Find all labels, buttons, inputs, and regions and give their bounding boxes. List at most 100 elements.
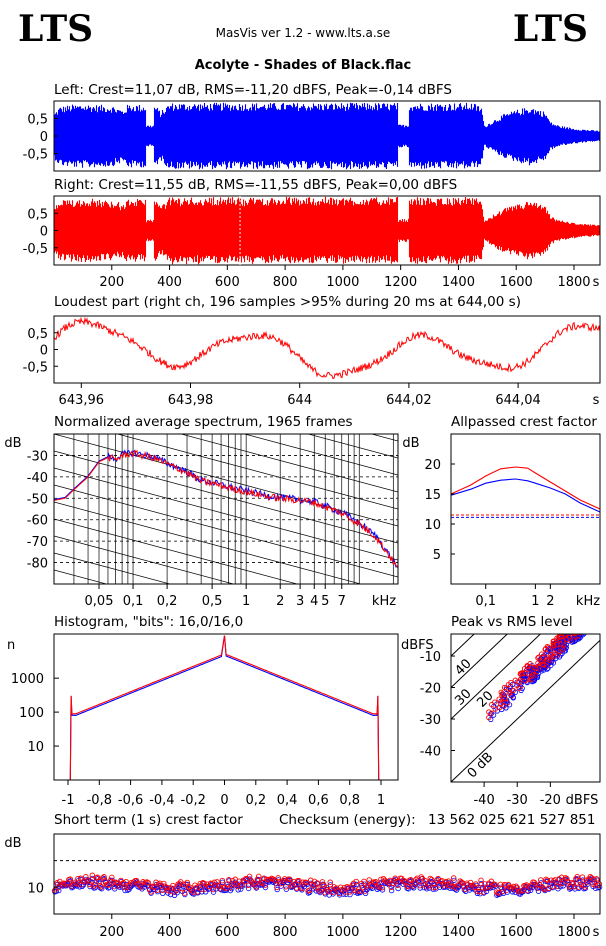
short-crest-point-right [596,881,603,887]
peak-rms-point-right [508,679,514,686]
short-crest-point-left [395,885,401,892]
peak-rms-point-right [570,634,572,635]
peak-rms-point-right [581,617,585,621]
short-crest-point-right [98,884,105,890]
peak-rms-point-left [572,627,576,631]
short-crest-point-left [547,883,553,889]
short-crest-point-right [255,873,262,880]
short-crest-point-right [77,875,84,881]
peak-rms-point-left [578,620,582,624]
peak-rms-point-left [577,626,581,630]
loudest-part-frame [53,315,601,384]
short-crest-point-left [283,886,289,892]
peak-rms-xtick-label: -30 [507,793,528,808]
histogram-xtick-label: 0,4 [277,793,298,808]
right-waveform-xtick-label: 1800 [557,275,590,290]
peak-rms-point-right [544,656,550,662]
short-crest-point-right [73,880,80,887]
peak-rms-point-right [539,661,546,668]
peak-rms-diagonal [451,634,475,657]
short-crest-point-left [535,888,542,894]
checksum-label: Checksum (energy): [279,812,416,828]
histogram-xtick-label: -0,8 [87,793,112,808]
short-crest-point-left [451,877,457,884]
app-title: MasVis ver 1.2 - www.lts.a.se [215,26,391,40]
peak-rms-point-right [516,679,522,685]
peak-rms-point-right [576,621,580,625]
peak-rms-point-right [501,684,508,691]
right-waveform-ytick-label: -0,5 [23,242,48,257]
crest-series-left [450,478,601,513]
short-crest-point-right [593,876,600,882]
right-waveform-signal [53,196,601,265]
peak-rms-point-right [586,609,590,613]
short-crest-point-right [267,876,274,883]
peak-rms-point-right [575,617,579,621]
peak-rms-point-right [579,625,583,629]
short-crest-point-right [197,880,203,887]
short-crest-point-right [480,889,487,895]
peak-rms-point-right [557,637,563,643]
short-crest-point-right [102,878,109,885]
left-waveform-ytick-label: 0,5 [27,113,48,128]
spectrum-ytick-label: -60 [27,514,48,529]
peak-rms-point-right [571,634,577,637]
spectrum-diagonal [54,315,398,407]
crest-ytick-label: 5 [433,548,441,563]
short-crest-point-right [588,875,595,881]
spectrum-xtick-label: 1 [242,594,250,609]
right-waveform-ytick-label: 0,5 [27,207,48,222]
spectrum-diagonal [116,434,398,510]
peak-rms-point-right [580,634,584,635]
short-crest-point-right [257,880,263,887]
spectrum-xtick-label: 4 [310,594,318,609]
peak-rms-point-left [585,610,589,614]
crest-series-right [450,466,601,510]
short-crest-point-right [361,878,367,885]
peak-rms-point-right [516,685,522,692]
peak-rms-ylabel: dBFS [401,638,434,653]
short-crest-point-right [229,877,236,884]
peak-rms-point-right [578,624,582,628]
peak-rms-point-left [588,611,592,615]
short-crest-point-right [579,874,586,880]
short-crest-point-left [326,892,332,898]
peak-rms-point-right [564,629,568,633]
spectrum-diagonal [54,332,398,424]
short-crest-point-left [56,887,62,894]
short-crest-xunit: s [593,925,600,940]
spectrum-xtick-label: 0,5 [202,594,223,609]
peak-rms-point-left [581,627,585,631]
loudest-part-title: Loudest part (right ch, 196 samples >95%… [54,294,521,310]
peak-rms-point-right [581,621,585,625]
short-crest-point-right [287,876,293,883]
spectrum-diagonal [54,450,398,544]
spectrum-diagonal [179,434,398,493]
peak-rms-point-left [593,608,597,612]
peak-rms-point-right [576,628,580,632]
short-crest-point-left [504,889,510,895]
peak-rms-point-right [574,629,578,633]
short-crest-point-right [155,881,162,888]
short-crest-point-right [538,877,544,883]
peak-rms-point-right [594,611,598,615]
short-crest-point-right [211,879,218,886]
loudest-part-ytick-label: 0,5 [27,327,48,342]
short-crest-point-left [199,889,205,895]
spectrum-diagonal [54,298,398,390]
short-crest-point-right [527,884,534,891]
histogram-frame [53,633,399,781]
peak-rms-point-right [551,642,557,648]
peak-rms-point-left [585,628,589,632]
peak-rms-point-left [585,627,589,631]
peak-rms-point-left [585,613,589,617]
peak-rms-point-right [551,654,557,660]
left-waveform-title: Left: Crest=11,07 dB, RMS=-11,20 dBFS, P… [54,82,452,98]
spectrum-diagonal [54,535,235,584]
short-crest-point-left [89,875,96,882]
histogram-ytick-label: 1000 [11,672,44,687]
histogram-ylabel: n [7,638,15,653]
histogram-xtick-label: 1 [377,793,385,808]
right-waveform-title: Right: Crest=11,55 dB, RMS=-11,55 dBFS, … [54,177,458,193]
peak-rms-point-right [502,695,508,701]
